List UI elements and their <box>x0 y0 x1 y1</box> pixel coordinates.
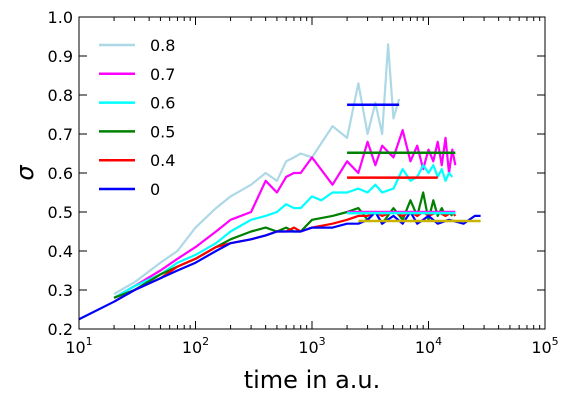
y-axis-title: σ <box>11 165 39 181</box>
reference-lines <box>347 103 481 223</box>
series-line-0_8 <box>113 43 401 295</box>
y-tick-label: 0.3 <box>48 281 73 300</box>
series-lines <box>78 43 481 321</box>
x-tick-label: 105 <box>531 335 558 357</box>
legend-label: 0.5 <box>150 122 175 141</box>
x-tick-label-exponent: 4 <box>435 335 442 348</box>
y-tick-label: 0.8 <box>48 86 73 105</box>
x-tick-label: 102 <box>182 335 209 357</box>
x-tick-label-base: 10 <box>298 338 318 357</box>
x-tick-label-base: 10 <box>182 338 202 357</box>
x-tick-label-base: 10 <box>65 338 85 357</box>
series-line-0_7 <box>113 129 457 299</box>
y-tick-label: 0.4 <box>48 242 73 261</box>
series-line-0_6 <box>113 164 454 299</box>
x-tick-label-base: 10 <box>415 338 435 357</box>
x-tick-label-exponent: 2 <box>202 335 209 348</box>
legend: 0.8 0.7 0.6 0.5 0.4 0 <box>99 36 175 199</box>
x-tick-label-exponent: 3 <box>319 335 326 348</box>
x-tick-label: 103 <box>298 335 325 357</box>
x-tick-label: 104 <box>415 335 442 357</box>
y-tick-label: 0.9 <box>48 47 73 66</box>
plot-frame <box>78 16 546 330</box>
y-tick-label: 0.5 <box>48 203 73 222</box>
legend-label: 0.7 <box>150 65 175 84</box>
legend-label: 0.4 <box>150 151 175 170</box>
x-tick-label-base: 10 <box>531 338 551 357</box>
x-tick-label-exponent: 5 <box>552 335 559 348</box>
y-tick-labels: 0.2 0.3 0.4 0.5 0.6 0.7 0.8 0.9 1.0 <box>48 8 73 339</box>
series-line-0 <box>78 210 481 321</box>
legend-label: 0.8 <box>150 36 175 55</box>
y-tick-label: 0.7 <box>48 125 73 144</box>
x-tick-labels: 101 102 103 104 105 <box>65 335 558 357</box>
x-tick-label-exponent: 1 <box>86 335 93 348</box>
legend-label: 0.6 <box>150 94 175 113</box>
legend-label: 0 <box>150 180 160 199</box>
x-axis-title: time in a.u. <box>244 366 381 394</box>
x-tick-label: 101 <box>65 335 92 357</box>
y-tick-label: 0.6 <box>48 164 73 183</box>
y-tick-label: 1.0 <box>48 8 73 27</box>
y-tick-label: 0.2 <box>48 320 73 339</box>
